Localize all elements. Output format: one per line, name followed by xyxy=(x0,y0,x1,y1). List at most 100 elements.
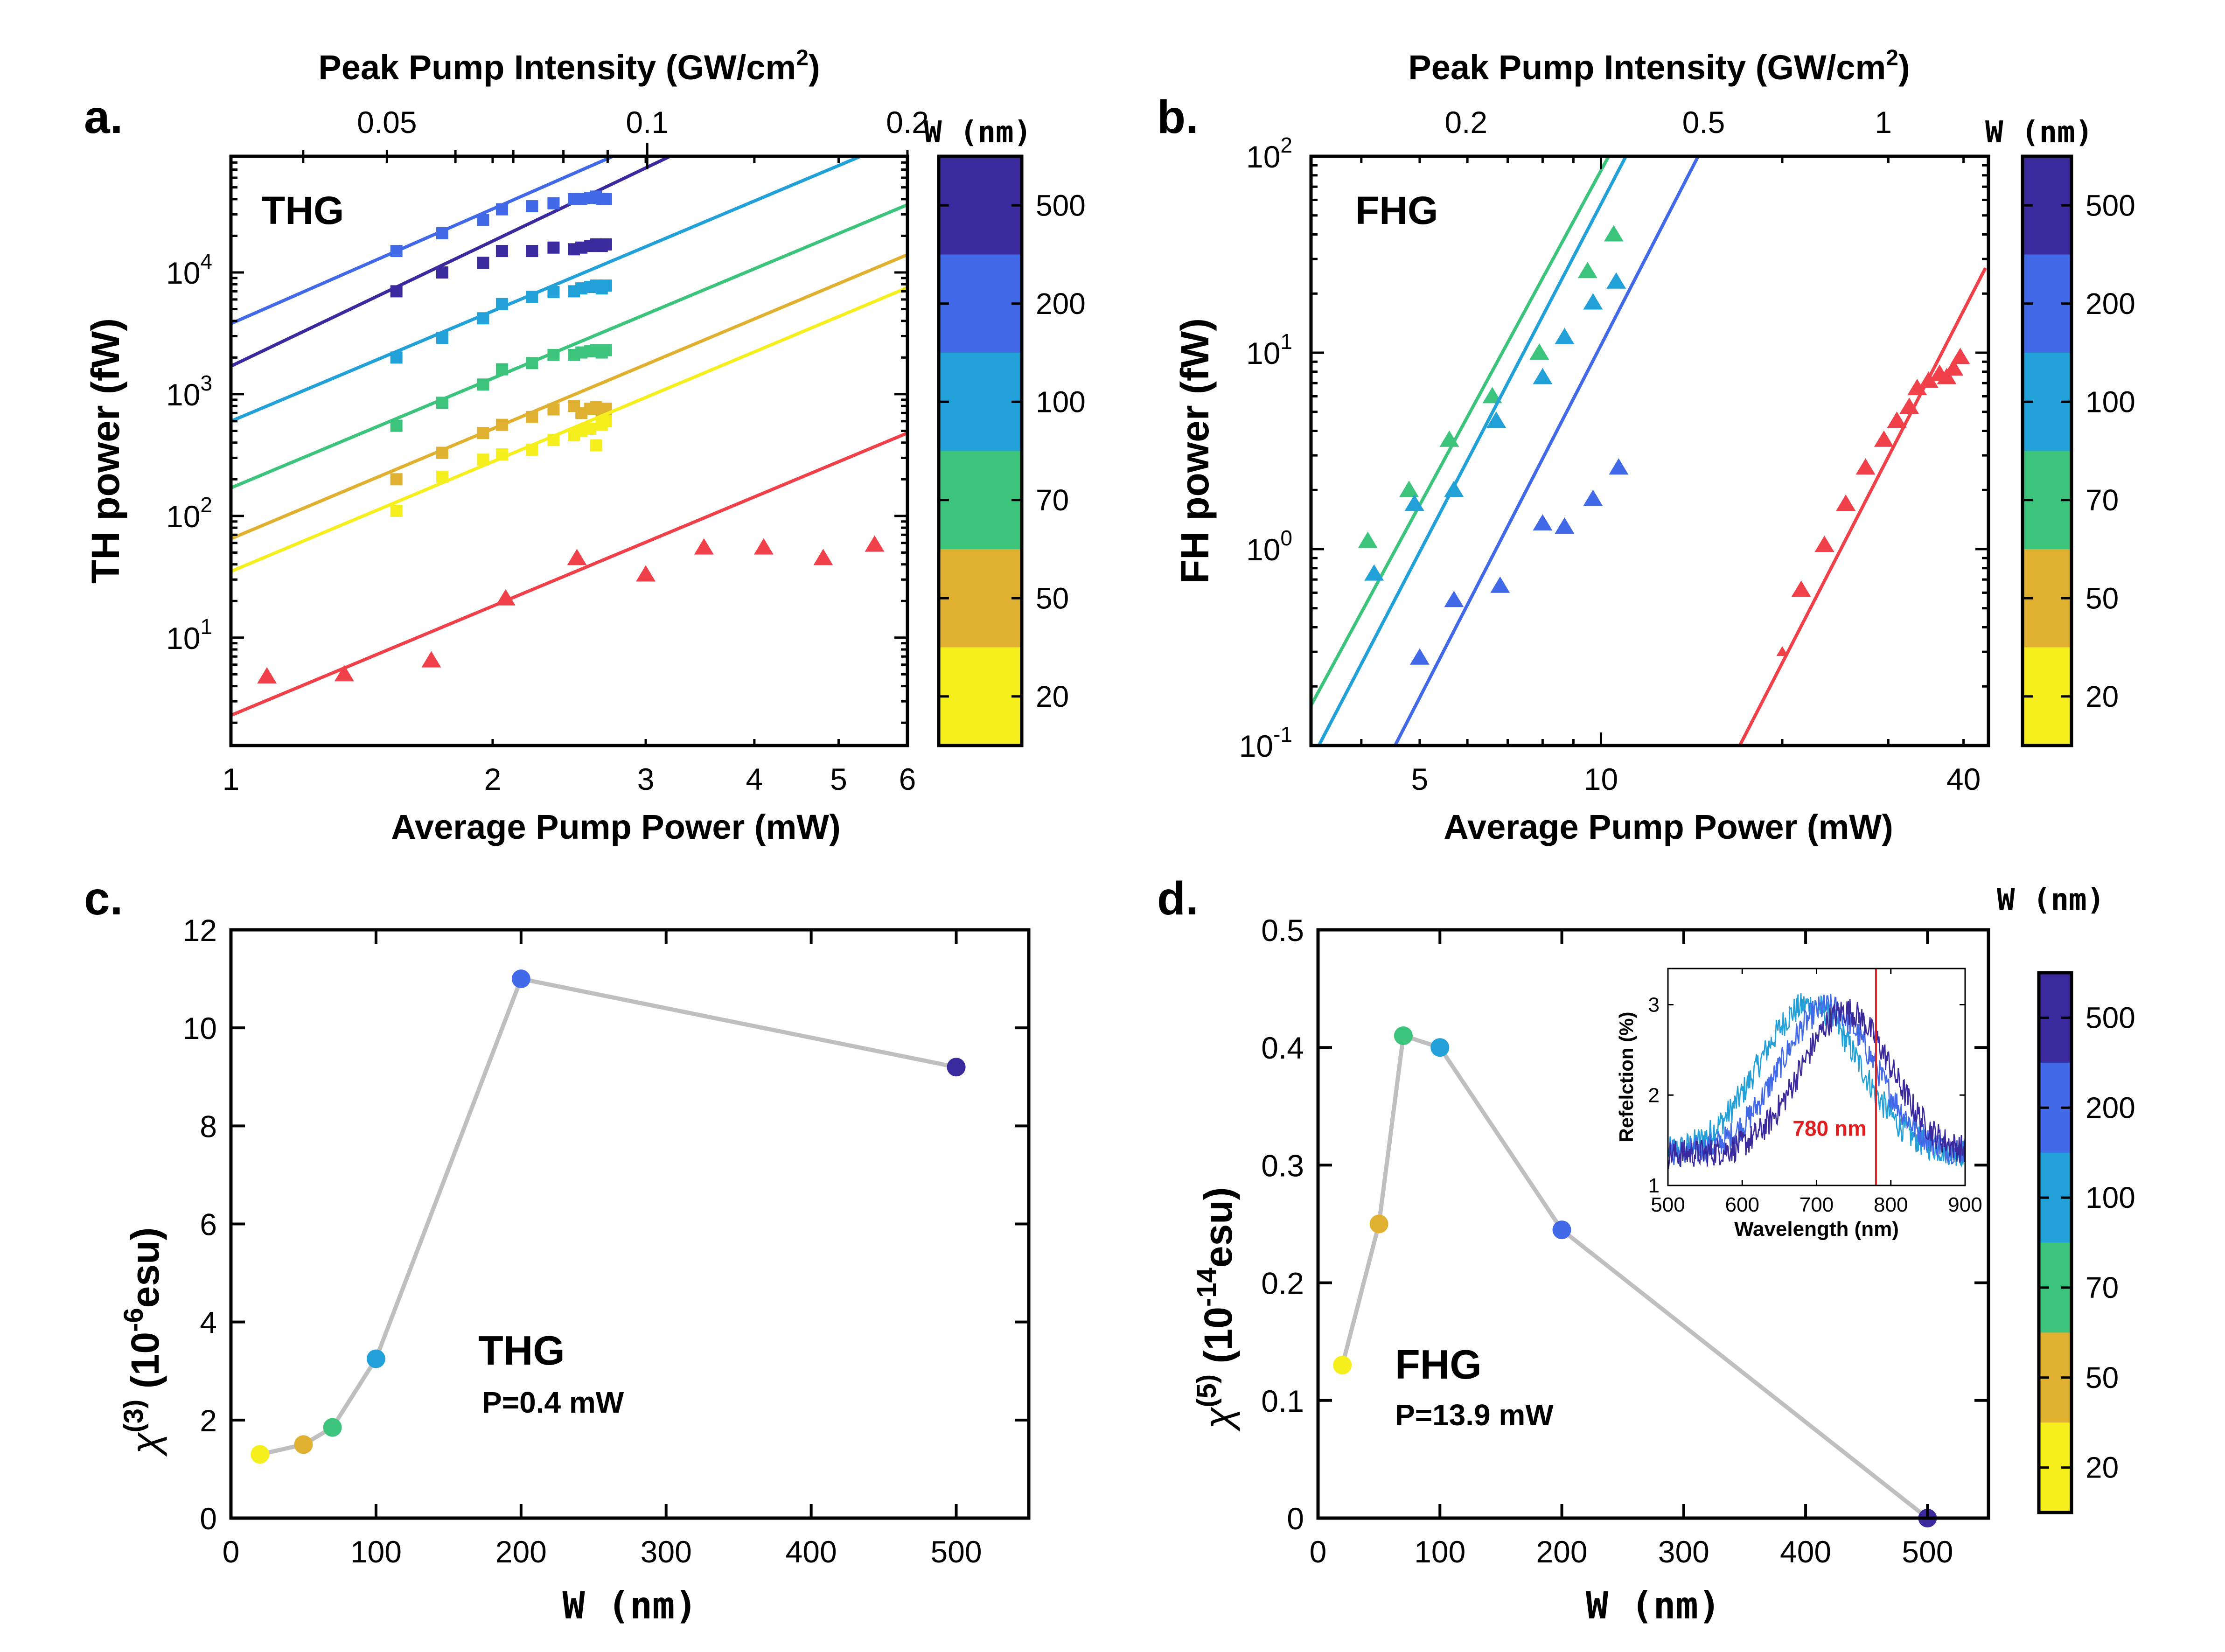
y-tick-label: 101 xyxy=(1246,329,1292,370)
x-tick-label: 4 xyxy=(746,762,763,796)
x-tick-label: 200 xyxy=(1536,1534,1587,1569)
panel-letter: a. xyxy=(84,91,123,143)
x-tick-label: 2 xyxy=(484,762,502,796)
panel-letter: b. xyxy=(1157,91,1199,143)
data-point-ref xyxy=(1899,397,1919,414)
x-axis-title: Average Pump Power (mW) xyxy=(1444,808,1893,846)
colorbar-frame xyxy=(2037,971,2073,1514)
data-point-70 xyxy=(1604,225,1624,242)
colorbar-label: 70 xyxy=(2086,483,2119,517)
y-tick-label: 12 xyxy=(183,913,217,948)
y-tick-base: 10 xyxy=(166,621,200,655)
colorbar-label: 200 xyxy=(2086,287,2135,321)
top-axis-title-text: Peak Pump Intensity (GW/cm xyxy=(1408,48,1886,87)
x-tick-label: 5 xyxy=(830,762,847,796)
colorbar-label: 50 xyxy=(2086,581,2119,615)
data-point xyxy=(294,1435,313,1454)
fit-line-200 xyxy=(1393,156,1700,746)
data-point-50 xyxy=(526,411,538,423)
colorbar-label: 200 xyxy=(2086,1091,2135,1124)
data-point-50 xyxy=(477,427,489,439)
data-point-200 xyxy=(1409,648,1430,665)
colorbar-segment-w50 xyxy=(939,549,1022,648)
y-tick-label: 0.2 xyxy=(1261,1266,1304,1301)
data-point-ref xyxy=(567,549,587,565)
colorbar-segment-w70 xyxy=(939,451,1022,550)
data-point-ref xyxy=(421,651,441,668)
data-point-100 xyxy=(1533,368,1553,384)
data-point-100 xyxy=(1404,494,1424,511)
data-point xyxy=(1552,1220,1571,1240)
data-layer xyxy=(1311,156,1987,746)
top-axis-title-sup: 2 xyxy=(1886,46,1898,70)
y-tick-base: 10 xyxy=(166,377,200,412)
data-point-200 xyxy=(1533,514,1553,531)
data-point-20 xyxy=(526,443,538,456)
data-point-100 xyxy=(1555,328,1575,344)
top-tick-label: 0.5 xyxy=(1682,105,1725,139)
data-point-500 xyxy=(547,241,560,254)
y-axis-title: FH power (fW) xyxy=(1173,318,1217,584)
panel-letter: d. xyxy=(1157,872,1199,925)
data-point-500 xyxy=(390,285,403,298)
y-axis-title: χ(3) (10-6esu) xyxy=(119,1227,167,1457)
data-point-50 xyxy=(390,473,403,486)
data-point-ref xyxy=(636,565,656,582)
data-point-100 xyxy=(1583,293,1603,310)
data-point-ref xyxy=(1874,430,1894,447)
colorbar-label: 20 xyxy=(2086,1451,2119,1485)
data-point-ref xyxy=(1887,411,1907,428)
fit-line-50 xyxy=(231,253,907,540)
data-point-ref xyxy=(753,538,774,555)
y-tick-label: 103 xyxy=(166,371,212,412)
y-tick-label: 6 xyxy=(200,1207,217,1242)
colorbar-label: 70 xyxy=(1036,483,1069,517)
colorbar-frame xyxy=(2021,154,2073,747)
x-tick-label: 500 xyxy=(930,1534,982,1569)
y-tick-label: 100 xyxy=(1246,526,1292,567)
fit-line-100 xyxy=(1317,156,1628,746)
colorbar-label: 100 xyxy=(2086,385,2135,418)
data-point-100 xyxy=(495,298,508,310)
colorbar-segment-w200 xyxy=(939,254,1022,353)
data-point-100 xyxy=(436,332,448,344)
panel-c: 0 100 200 300 400 500 0 2 4 6 8 10 12 W (nm) χ(3) (10-… xyxy=(84,872,1031,1627)
top-tick-label: 0.1 xyxy=(626,105,669,139)
colorbar-label: 20 xyxy=(1036,680,1069,713)
data-point-70 xyxy=(1358,531,1378,548)
inset-spectrum-500 xyxy=(1668,999,1965,1170)
y-title-unit: (10 xyxy=(123,1332,167,1400)
data-point-100 xyxy=(1606,272,1626,289)
colorbar-label: 100 xyxy=(2086,1181,2135,1214)
data-point-ref xyxy=(694,538,714,555)
data-point-20 xyxy=(436,470,448,483)
data-point-50 xyxy=(547,403,560,416)
x-tick-label: 5 xyxy=(1411,762,1429,796)
colorbar-title: W (nm) xyxy=(924,115,1032,150)
x-tick-label: 0 xyxy=(1310,1534,1327,1569)
data-point-200 xyxy=(390,245,403,258)
data-point-200 xyxy=(526,200,538,213)
colorbar-segment-w20 xyxy=(939,647,1022,746)
inset-y-tick-label: 1 xyxy=(1648,1174,1660,1197)
inset-x-tick-label: 800 xyxy=(1874,1193,1908,1216)
panel-sublabel: P=13.9 mW xyxy=(1395,1398,1554,1432)
x-tick-label: 200 xyxy=(495,1534,547,1569)
y-tick-exp: 0 xyxy=(1280,526,1292,550)
x-tick-label: 300 xyxy=(1658,1534,1709,1569)
data-point-ref xyxy=(1836,494,1856,511)
y-tick-base: 10 xyxy=(1246,139,1280,174)
data-point-ref xyxy=(1814,536,1834,552)
axes-frame xyxy=(1309,154,1990,747)
data-point-ref xyxy=(1855,458,1876,475)
y-tick-label: 101 xyxy=(166,614,212,655)
data-point-200 xyxy=(1583,489,1603,506)
colorbar-frame xyxy=(937,154,1024,747)
y-title-unit-post: esu) xyxy=(123,1227,167,1308)
colorbar-label: 100 xyxy=(1036,385,1086,418)
data-point-ref xyxy=(1944,359,1964,376)
data-point-ref xyxy=(1791,580,1811,597)
data-point-ref xyxy=(813,549,833,565)
inset-y-tick-label: 2 xyxy=(1648,1084,1660,1107)
